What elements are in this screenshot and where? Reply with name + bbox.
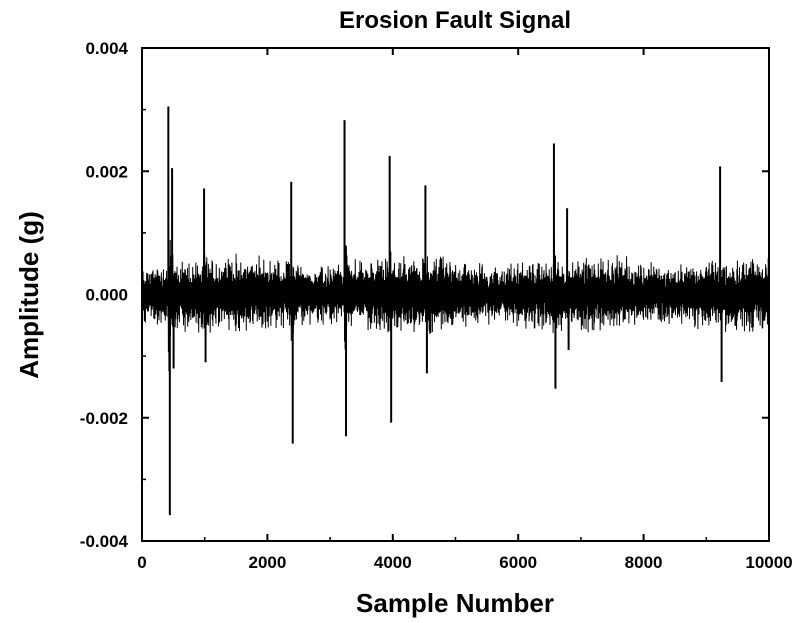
x-axis-label: Sample Number (356, 588, 554, 618)
x-axis: 0 2000 4000 6000 8000 10000 (137, 48, 793, 572)
y-axis-label: Amplitude (g) (14, 211, 44, 379)
x-tick-label: 0 (137, 553, 146, 572)
x-tick-label: 10000 (745, 553, 792, 572)
signal-line (141, 221, 770, 372)
x-tick-label: 8000 (625, 553, 663, 572)
chart-title: Erosion Fault Signal (339, 7, 571, 34)
x-tick-label: 6000 (499, 553, 537, 572)
y-tick-label: 0.004 (85, 39, 128, 58)
plot-area (141, 106, 770, 516)
y-tick-label: -0.004 (80, 532, 129, 551)
y-tick-label: -0.002 (80, 409, 128, 428)
x-tick-label: 4000 (374, 553, 412, 572)
y-axis: -0.004 -0.002 0.000 0.002 0.004 (80, 39, 769, 551)
x-tick-label: 2000 (248, 553, 286, 572)
y-tick-label: 0.002 (85, 162, 128, 181)
y-tick-label: 0.000 (85, 286, 128, 305)
